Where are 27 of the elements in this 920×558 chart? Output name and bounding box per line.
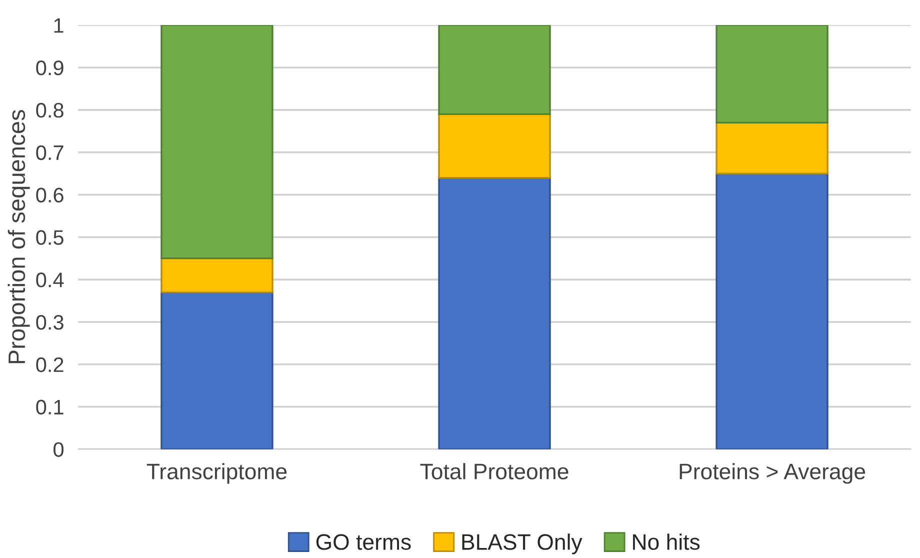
y-tick-label: 0.3 <box>36 314 64 330</box>
bar <box>438 25 551 115</box>
bar <box>160 291 274 450</box>
bar <box>160 25 274 260</box>
x-tick-label: Total Proteome <box>420 463 568 480</box>
y-tick-label: 0.5 <box>36 230 64 245</box>
y-tick-label: 1 <box>54 18 64 33</box>
y-tick-label: 0.2 <box>36 357 64 372</box>
y-tick-label: 0.8 <box>36 102 64 118</box>
bar <box>438 176 551 450</box>
legend-label: BLAST Only <box>462 534 582 554</box>
legend-label: GO terms <box>316 534 411 550</box>
y-tick-label: 0.6 <box>36 188 64 202</box>
y-tick-label: 0 <box>54 442 64 457</box>
bar <box>438 113 551 179</box>
bar <box>716 25 828 124</box>
bar <box>716 122 828 174</box>
y-tick-label: 0.4 <box>36 272 64 288</box>
y-tick-label: 0.1 <box>36 400 64 415</box>
y-tick-label: 0.7 <box>36 145 64 160</box>
x-tick-label: Transcriptome <box>146 463 287 484</box>
bar <box>160 258 274 294</box>
y-axis-title: Proportion of sequences <box>8 110 30 364</box>
x-tick-label: Proteins > Average <box>680 463 866 484</box>
legend-label: No hits <box>633 534 700 550</box>
bar <box>716 172 828 450</box>
y-tick-label: 0.9 <box>36 60 64 76</box>
